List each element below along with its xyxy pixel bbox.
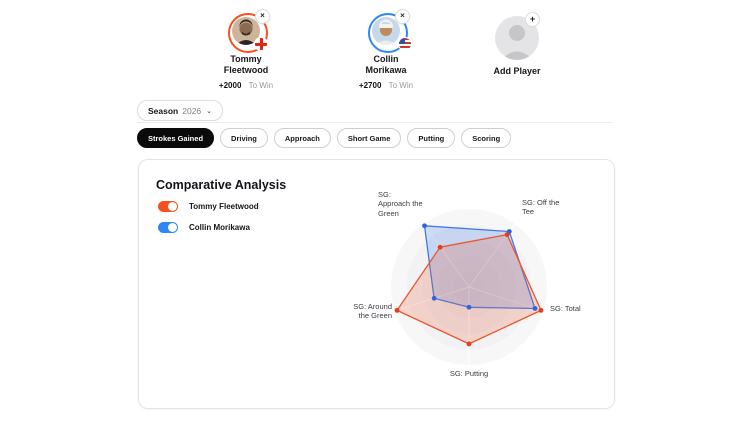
card-title: Comparative Analysis <box>156 178 287 192</box>
player-name: Tommy Fleetwood <box>223 54 269 76</box>
tab-strokes-gained[interactable]: Strokes Gained <box>137 128 215 148</box>
axis-label-around-green: SG: Around the Green <box>353 302 392 321</box>
player-photo <box>232 17 260 45</box>
comparative-analysis-card: Comparative Analysis Tommy Fleetwood Col… <box>138 159 615 409</box>
person-placeholder-icon <box>501 25 533 60</box>
axis-label-off-the-tee: SG: Off the Tee <box>522 198 560 217</box>
england-flag-icon <box>254 37 268 51</box>
stat-tabs: Strokes Gained Driving Approach Short Ga… <box>137 128 512 148</box>
player-card-tommy-fleetwood: × Tommy Fleetwood +2000 To Win <box>201 9 291 90</box>
legend-label: Collin Morikawa <box>189 223 250 232</box>
player-odds: +2700 To Win <box>341 81 431 90</box>
chevron-down-icon: ⌄ <box>206 107 213 115</box>
legend-item-collin: Collin Morikawa <box>158 222 250 233</box>
axis-label-approach-green: SG: Approach the Green <box>378 190 423 218</box>
close-icon[interactable]: × <box>255 9 270 24</box>
toggle-tommy[interactable] <box>158 201 178 212</box>
season-label: Season <box>148 105 179 116</box>
player-name: Collin Morikawa <box>365 54 407 76</box>
player-odds: +2000 To Win <box>201 81 291 90</box>
add-player-label: Add Player <box>493 66 541 76</box>
legend-item-tommy: Tommy Fleetwood <box>158 201 259 212</box>
usa-flag-icon <box>398 37 412 51</box>
avatar-ring <box>368 13 408 53</box>
close-icon[interactable]: × <box>395 9 410 24</box>
tab-putting[interactable]: Putting <box>407 128 456 148</box>
axis-label-total: SG: Total <box>550 304 581 313</box>
player-photo <box>372 17 400 45</box>
odds-suffix: To Win <box>248 80 274 90</box>
legend-label: Tommy Fleetwood <box>189 202 259 211</box>
tab-driving[interactable]: Driving <box>220 128 268 148</box>
player-card-collin-morikawa: × Collin Morikawa +2700 To Win <box>341 9 431 90</box>
plus-icon[interactable]: + <box>525 12 540 27</box>
odds-value: +2700 <box>358 80 382 90</box>
add-player-block[interactable]: + Add Player <box>472 12 562 76</box>
divider <box>137 122 613 123</box>
avatar[interactable]: × <box>228 9 270 53</box>
tab-scoring[interactable]: Scoring <box>461 128 512 148</box>
toggle-collin[interactable] <box>158 222 178 233</box>
tab-approach[interactable]: Approach <box>273 128 331 148</box>
odds-value: +2000 <box>218 80 242 90</box>
tab-short-game[interactable]: Short Game <box>336 128 402 148</box>
axis-label-putting: SG: Putting <box>449 369 489 378</box>
avatar[interactable]: × <box>368 9 412 53</box>
season-dropdown[interactable]: Season 2026 ⌄ <box>137 100 224 121</box>
radar-chart <box>391 209 547 365</box>
odds-suffix: To Win <box>388 80 414 90</box>
season-value: 2026 <box>182 105 202 116</box>
toggle-knob <box>168 202 177 211</box>
add-player-avatar[interactable]: + <box>495 12 540 60</box>
toggle-knob <box>168 223 177 232</box>
